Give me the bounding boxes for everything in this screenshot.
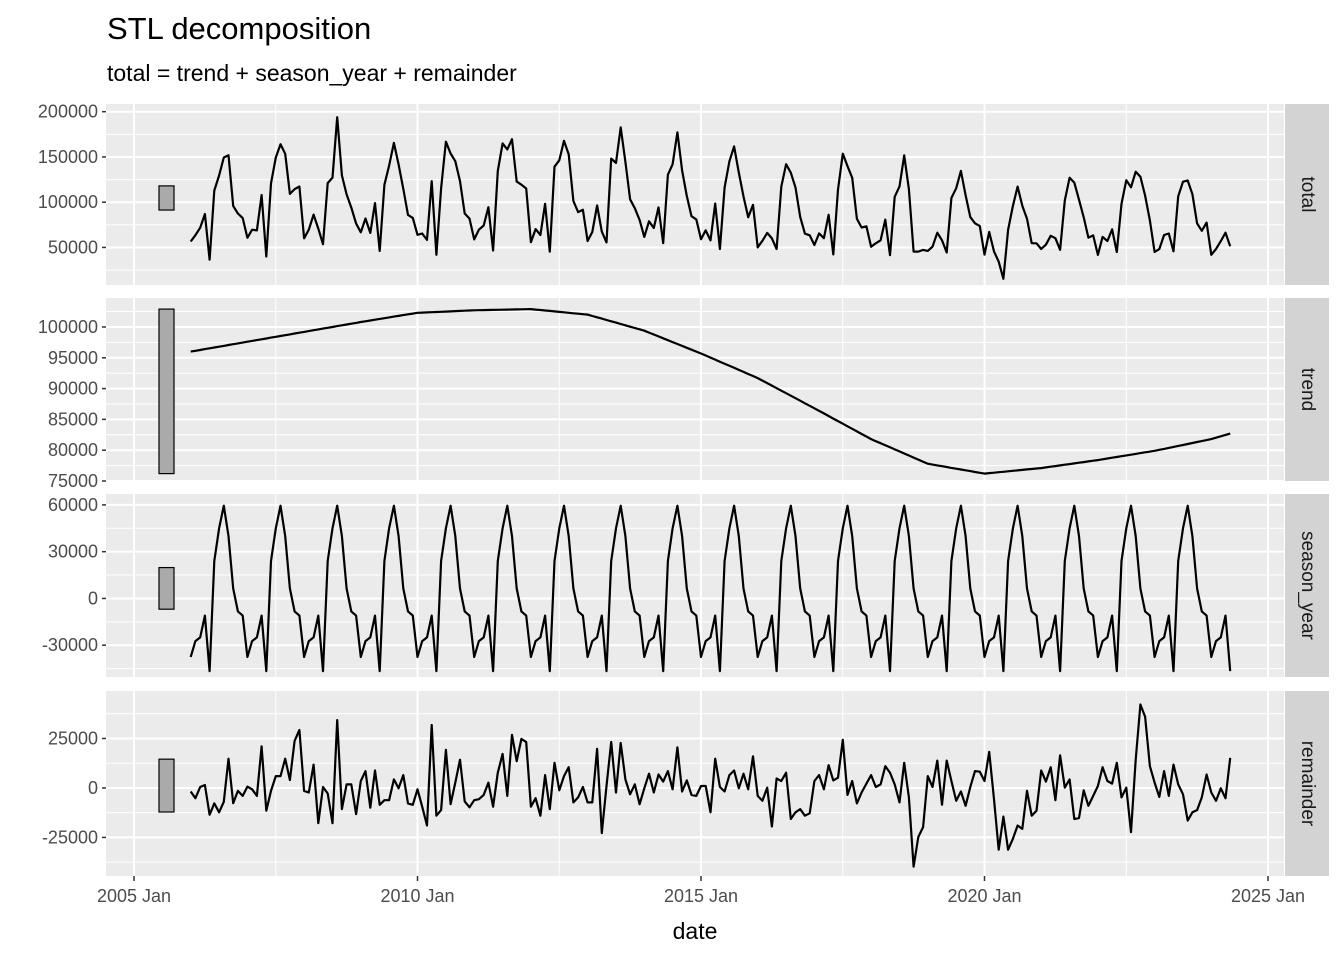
panel-remainder: -25000 0 25000 remainder: [42, 691, 1329, 876]
facet-strip: [1285, 691, 1329, 876]
scale-range-bar: [158, 758, 175, 813]
panel-trend: 75000 80000 85000 90000 95000 100000 trend: [38, 298, 1329, 491]
x-tick-label: 2005 Jan: [97, 886, 171, 906]
panel-total: 50000 100000 150000 200000 total: [38, 102, 1329, 285]
chart-subtitle: total = trend + season_year + remainder: [107, 60, 517, 86]
facet-strip-label: remainder: [1297, 741, 1318, 827]
y-tick-label: 25000: [48, 728, 98, 748]
y-tick-label: 85000: [48, 409, 98, 429]
panel-background: [106, 104, 1284, 285]
scale-range-bar: [158, 308, 175, 475]
y-tick-label: -25000: [42, 827, 98, 847]
y-tick-label: 50000: [48, 237, 98, 257]
scale-range-bar: [158, 566, 175, 610]
y-tick-label: 95000: [48, 348, 98, 368]
y-tick-label: 200000: [38, 102, 98, 122]
y-tick-label: 75000: [48, 471, 98, 491]
facet-strip-label: trend: [1297, 368, 1318, 411]
x-axis: 2005 Jan 2010 Jan 2015 Jan 2020 Jan 2025 Jan: [97, 876, 1305, 906]
chart-title: STL decomposition: [107, 11, 371, 46]
x-axis-title: date: [673, 918, 718, 944]
facet-strip: [1285, 494, 1329, 677]
scale-range-bar: [158, 185, 175, 211]
series-line-season_year: [189, 504, 1232, 673]
panel-background: [106, 691, 1284, 876]
facet-strip-label: season_year: [1297, 531, 1318, 640]
facet-strip-label: total: [1297, 177, 1318, 213]
series-line-remainder: [189, 703, 1232, 868]
facet-strip: [1285, 104, 1329, 285]
series-line-total: [189, 116, 1232, 280]
y-tick-label: 80000: [48, 440, 98, 460]
y-tick-label: 0: [88, 778, 98, 798]
facet-panels: 50000 100000 150000 200000 total 75000 80000 85…: [38, 102, 1329, 876]
x-tick-label: 2025 Jan: [1231, 886, 1305, 906]
y-tick-label: -30000: [42, 635, 98, 655]
y-tick-label: 90000: [48, 379, 98, 399]
y-tick-label: 30000: [48, 542, 98, 562]
x-tick-label: 2015 Jan: [664, 886, 738, 906]
x-tick-label: 2010 Jan: [380, 886, 454, 906]
facet-strip: [1285, 298, 1329, 481]
x-tick-label: 2020 Jan: [947, 886, 1021, 906]
y-tick-label: 150000: [38, 147, 98, 167]
y-tick-label: 60000: [48, 495, 98, 515]
series-line-trend: [190, 308, 1231, 475]
y-tick-label: 0: [88, 588, 98, 608]
panel-season_year: -30000 0 30000 60000 season_year: [42, 494, 1329, 677]
y-tick-label: 100000: [38, 317, 98, 337]
y-tick-label: 100000: [38, 192, 98, 212]
